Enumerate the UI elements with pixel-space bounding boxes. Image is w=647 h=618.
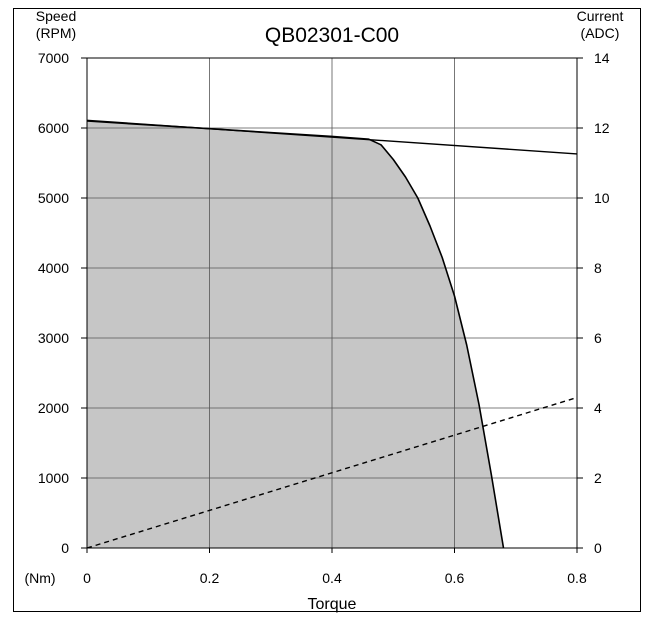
chart-title: QB02301-C00 xyxy=(265,24,399,47)
x-axis-label: Torque xyxy=(308,596,357,613)
x-unit-label: (Nm) xyxy=(24,570,55,586)
x-tick-label: 0.6 xyxy=(445,570,465,586)
y-right-tick-label: 0 xyxy=(594,540,602,556)
x-tick-label: 0.8 xyxy=(567,570,587,586)
x-tick-label: 0.2 xyxy=(200,570,220,586)
y-left-tick-label: 7000 xyxy=(38,50,69,66)
right-axis-label-line2: (ADC) xyxy=(581,25,620,41)
left-axis-label-line2: (RPM) xyxy=(36,25,76,41)
y-left-tick-label: 5000 xyxy=(38,190,69,206)
y-right-tick-label: 14 xyxy=(594,50,610,66)
y-right-tick-label: 12 xyxy=(594,120,610,136)
x-tick-label: 0.4 xyxy=(322,570,342,586)
series-1-line xyxy=(86,119,578,155)
y-left-tick-label: 1000 xyxy=(38,470,69,486)
x-tick-label: 0 xyxy=(83,570,91,586)
y-left-tick-label: 2000 xyxy=(38,400,69,416)
series-0-area-fill xyxy=(87,121,504,548)
y-left-tick-label: 3000 xyxy=(38,330,69,346)
y-right-tick-label: 4 xyxy=(594,400,602,416)
y-left-tick-label: 4000 xyxy=(38,260,69,276)
series-2-line xyxy=(86,396,578,549)
y-left-tick-label: 6000 xyxy=(38,120,69,136)
y-right-tick-label: 6 xyxy=(594,330,602,346)
right-axis-label-line1: Current xyxy=(577,8,624,24)
y-right-tick-label: 10 xyxy=(594,190,610,206)
y-left-tick-label: 0 xyxy=(61,540,69,556)
left-axis-label-line1: Speed xyxy=(36,8,76,24)
y-right-tick-label: 2 xyxy=(594,470,602,486)
y-right-tick-label: 8 xyxy=(594,260,602,276)
